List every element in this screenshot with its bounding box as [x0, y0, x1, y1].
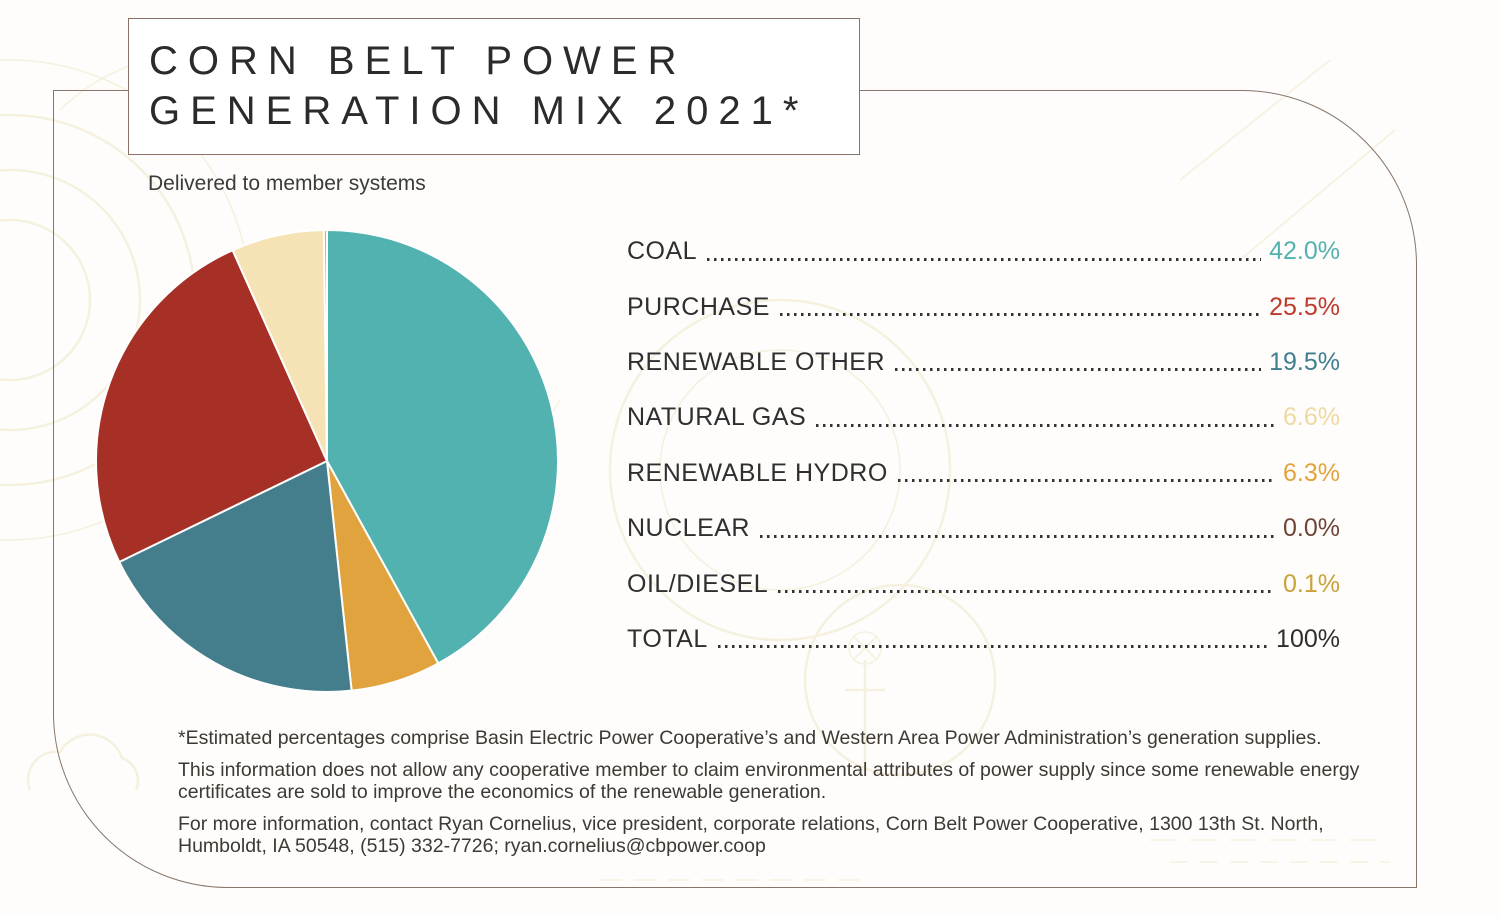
legend: COAL 42.0% PURCHASE 25.5% RENEWABLE OTHE… [627, 224, 1340, 667]
legend-value: 19.5% [1269, 347, 1340, 376]
page-title-line-1: CORN BELT POWER [149, 39, 687, 83]
dotted-leader [759, 534, 1276, 538]
title-box: CORN BELT POWER GENERATION MIX 2021* [128, 18, 860, 155]
footnotes: *Estimated percentages comprise Basin El… [178, 727, 1363, 867]
legend-value: 6.6% [1283, 403, 1340, 432]
legend-label: RENEWABLE OTHER [627, 347, 886, 376]
pie-slice-renewable-other [118, 460, 353, 693]
legend-row: TOTAL 100% [627, 612, 1340, 667]
page-title-line-2: GENERATION MIX 2021* [149, 89, 809, 133]
legend-row: RENEWABLE OTHER 19.5% [627, 335, 1340, 390]
legend-row: COAL 42.0% [627, 224, 1340, 279]
pie-chart-area [92, 226, 562, 696]
footnote-contact: For more information, contact Ryan Corne… [178, 812, 1324, 858]
legend-value: 0.1% [1283, 569, 1340, 598]
dotted-leader [779, 313, 1262, 317]
dotted-leader [717, 645, 1269, 649]
legend-row: PURCHASE 25.5% [627, 279, 1340, 334]
legend-label: OIL/DIESEL [627, 569, 769, 598]
dotted-leader [778, 590, 1276, 594]
legend-row: OIL/DIESEL 0.1% [627, 556, 1340, 611]
legend-value: 100% [1276, 624, 1340, 653]
legend-value: 0.0% [1283, 514, 1340, 543]
chart-subtitle: Delivered to member systems [148, 172, 426, 195]
legend-row: NUCLEAR 0.0% [627, 501, 1340, 556]
pie-chart [95, 228, 560, 693]
dotted-leader [895, 368, 1262, 372]
pie-slice-purchase [95, 249, 328, 563]
legend-label: COAL [627, 237, 698, 266]
legend-row: NATURAL GAS 6.6% [627, 390, 1340, 445]
footnote-disclaimer: This information does not allow any coop… [178, 758, 1360, 804]
legend-row: RENEWABLE HYDRO 6.3% [627, 446, 1340, 501]
legend-label: NATURAL GAS [627, 403, 807, 432]
dotted-leader [816, 423, 1276, 427]
legend-label: NUCLEAR [627, 514, 750, 543]
legend-label: PURCHASE [627, 292, 770, 321]
watermark-crop-circle-icon [608, 298, 997, 777]
dotted-leader [897, 479, 1276, 483]
footnote-estimated: *Estimated percentages comprise Basin El… [178, 727, 1322, 749]
legend-label: TOTAL [627, 624, 708, 653]
legend-value: 25.5% [1269, 292, 1340, 321]
legend-value: 6.3% [1283, 458, 1340, 487]
legend-label: RENEWABLE HYDRO [627, 458, 888, 487]
dotted-leader [707, 257, 1262, 261]
pie-slice-coal [326, 229, 560, 665]
legend-value: 42.0% [1269, 237, 1340, 266]
pie-slice-oil-diesel [322, 228, 328, 462]
